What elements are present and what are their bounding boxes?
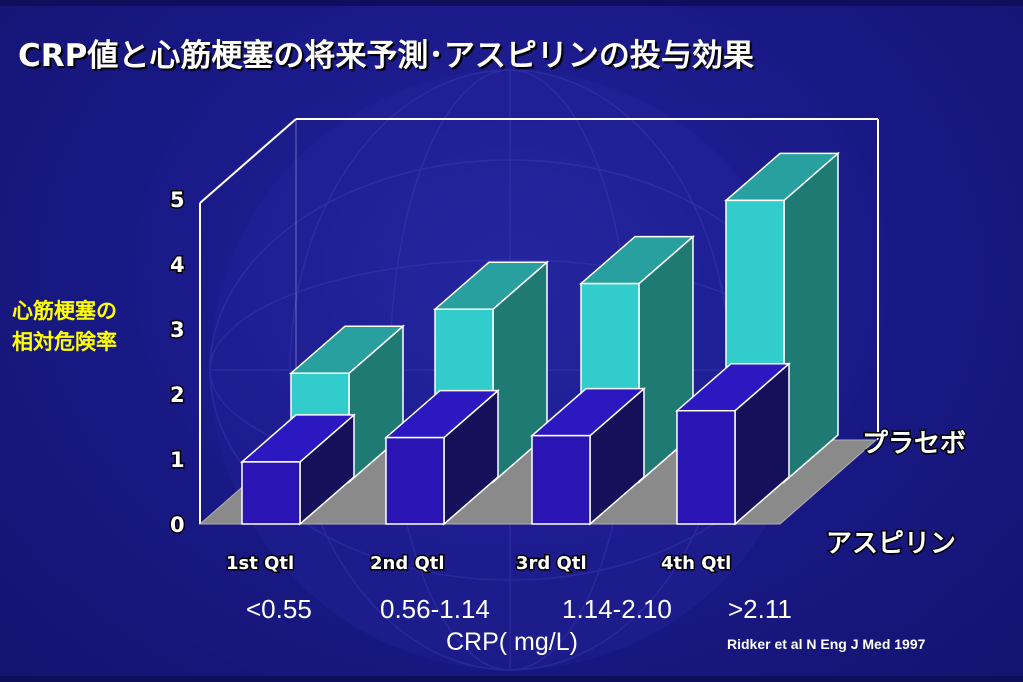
x-tick-1: 1st Qtl (226, 553, 294, 574)
chart-frame (199, 118, 879, 524)
y-axis-label-line-1: 心筋梗塞の (12, 299, 117, 323)
y-axis-label-line-2: 相対危険率 (12, 330, 117, 354)
source-citation: Ridker et al N Eng J Med 1997 (727, 636, 926, 652)
slide-title: CRP値と心筋梗塞の将来予測･アスピリンの投与効果 (18, 38, 754, 74)
series-label-aspirin: アスピリン (826, 529, 956, 559)
x-axis-ticks: 1st Qtl 2nd Qtl 3rd Qtl 4th Qtl (225, 552, 733, 576)
aspirin-bar-3 (529, 387, 647, 526)
top-border (0, 0, 1023, 6)
y-axis-label: 心筋梗塞の 相対危険率 (12, 296, 172, 358)
aspirin-bar-2 (383, 388, 501, 526)
crp-range-1: <0.55 (246, 594, 312, 624)
aspirin-bar-4 (674, 362, 792, 526)
y-tick-5: 5 (170, 188, 185, 212)
x-axis-unit-label: CRP( mg/L) (446, 628, 578, 656)
bottom-border (0, 676, 1023, 682)
crp-range-3: 1.14-2.10 (562, 594, 672, 624)
y-tick-1: 1 (170, 448, 185, 472)
x-tick-2: 2nd Qtl (370, 553, 445, 574)
series-label-placebo: プラセボ (862, 429, 966, 459)
crp-range-4: >2.11 (728, 594, 792, 624)
y-tick-2: 2 (170, 383, 185, 407)
aspirin-bar-1 (239, 413, 357, 526)
x-tick-4: 4th Qtl (661, 553, 731, 574)
x-tick-3: 3rd Qtl (516, 553, 587, 574)
aspirin-bar-3-front (531, 434, 591, 525)
crp-range-2: 0.56-1.14 (380, 594, 490, 624)
y-axis-ticks: 0 1 2 3 4 5 (169, 187, 187, 539)
y-tick-4: 4 (170, 253, 185, 277)
aspirin-series (239, 362, 792, 526)
y-tick-0: 0 (170, 513, 185, 537)
placebo-bar-4-side (783, 151, 839, 484)
aspirin-bar-4-front (676, 409, 736, 525)
aspirin-bar-1-front (241, 461, 301, 525)
aspirin-bar-2-front (385, 436, 445, 525)
y-tick-3: 3 (170, 318, 185, 342)
